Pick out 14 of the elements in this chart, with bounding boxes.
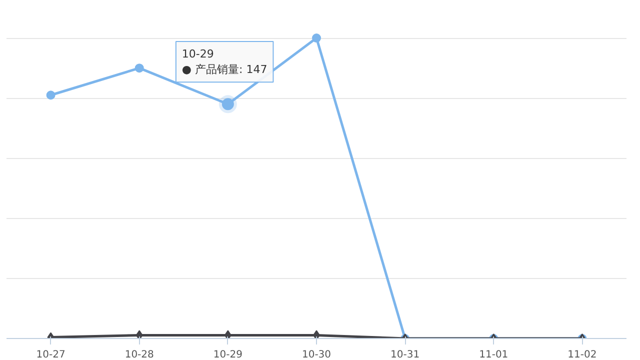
x-tick-label: 10-28 bbox=[124, 350, 154, 360]
point bbox=[312, 34, 321, 43]
annotation: 10-29 ● 产品销量: 147 bbox=[182, 48, 268, 76]
point bbox=[313, 330, 320, 338]
x-tick-label: 10-30 bbox=[302, 350, 332, 360]
x-tick-label: 10-27 bbox=[36, 350, 66, 360]
x-tick-label: 10-31 bbox=[390, 350, 420, 360]
point bbox=[224, 330, 232, 338]
point bbox=[136, 330, 143, 338]
x-tick-label: 10-29 bbox=[213, 350, 242, 360]
point bbox=[134, 64, 144, 73]
x-tick-label: 11-02 bbox=[568, 350, 597, 360]
x-tick-label: 11-01 bbox=[479, 350, 508, 360]
point bbox=[46, 90, 56, 100]
